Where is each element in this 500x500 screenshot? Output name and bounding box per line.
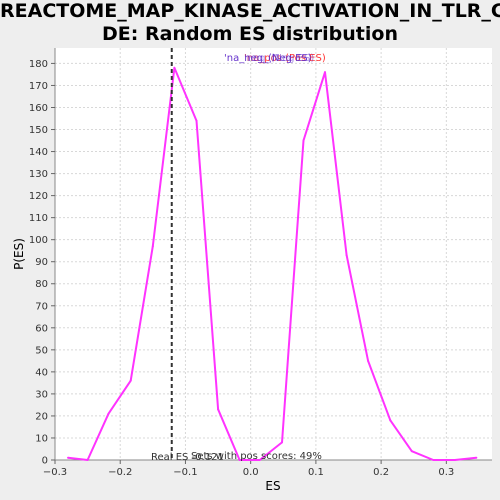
data-point xyxy=(217,408,220,411)
y-tick-label: 90 xyxy=(35,257,48,268)
data-point xyxy=(129,379,132,382)
data-point xyxy=(195,119,198,122)
data-point xyxy=(453,459,456,461)
plot-area xyxy=(55,48,492,460)
y-tick-label: 110 xyxy=(29,213,48,224)
data-point xyxy=(151,245,154,248)
data-point xyxy=(173,66,176,69)
data-point xyxy=(475,456,478,459)
x-tick-label: 0.1 xyxy=(308,467,324,478)
legend-text-neg: 'neg_(Neg ES) xyxy=(244,53,314,64)
x-tick-label: 0.2 xyxy=(373,467,389,478)
x-axis-title: ES xyxy=(265,479,280,493)
y-tick-label: 160 xyxy=(29,103,48,114)
series-layer xyxy=(67,66,478,461)
y-tick-label: 100 xyxy=(29,235,48,246)
x-axis-ticks: −0.3 −0.2 −0.1 0.0 0.1 0.2 0.3 xyxy=(43,460,454,478)
data-point xyxy=(410,450,413,453)
data-point xyxy=(302,139,305,142)
data-point xyxy=(107,412,110,415)
data-point xyxy=(324,71,327,74)
y-tick-label: 0 xyxy=(42,456,48,467)
y-tick-label: 170 xyxy=(29,81,48,92)
x-tick-label: −0.1 xyxy=(173,467,197,478)
data-point xyxy=(238,459,241,461)
data-point xyxy=(67,456,70,459)
data-point xyxy=(432,459,435,461)
y-tick-label: 80 xyxy=(35,279,48,290)
y-axis-title: P(ES) xyxy=(12,238,26,270)
chart-title-line-1: REACTOME_MAP_KINASE_ACTIVATION_IN_TLR_CA… xyxy=(0,0,500,22)
y-tick-label: 140 xyxy=(29,147,48,158)
chart-title: REACTOME_MAP_KINASE_ACTIVATION_IN_TLR_CA… xyxy=(0,0,500,46)
x-tick-label: 0.3 xyxy=(438,467,454,478)
grid-lines xyxy=(54,48,492,461)
data-point xyxy=(258,459,261,461)
y-tick-label: 70 xyxy=(35,301,48,312)
y-tick-label: 50 xyxy=(35,345,48,356)
y-tick-label: 150 xyxy=(29,125,48,136)
data-point xyxy=(389,419,392,422)
data-point xyxy=(86,459,89,461)
y-tick-label: 120 xyxy=(29,191,48,202)
y-tick-label: 30 xyxy=(35,389,48,400)
y-tick-label: 130 xyxy=(29,169,48,180)
real-es-label: Real ES -0.121 xyxy=(151,452,224,463)
data-point xyxy=(345,254,348,257)
y-tick-label: 180 xyxy=(29,59,48,70)
y-tick-label: 40 xyxy=(35,367,48,378)
y-axis-ticks: 0 10 20 30 40 50 60 70 80 90 100 110 120 130 140 150 160… xyxy=(29,59,55,467)
data-point xyxy=(280,441,283,444)
y-tick-label: 10 xyxy=(35,433,48,444)
x-tick-label: 0.0 xyxy=(243,467,259,478)
es-distribution-line xyxy=(67,66,477,461)
axes xyxy=(54,48,492,461)
y-tick-label: 60 xyxy=(35,323,48,334)
chart-title-line-2: DE: Random ES distribution xyxy=(102,23,398,45)
pos-scores-label: Sets with pos scores: 49% xyxy=(191,451,322,462)
y-tick-label: 20 xyxy=(35,411,48,422)
data-point xyxy=(367,359,370,362)
x-tick-label: −0.2 xyxy=(108,467,132,478)
legend-text-na-pos: 'na_pos (Pos ES) xyxy=(244,53,326,64)
x-tick-label: −0.3 xyxy=(43,467,67,478)
legend-text-na-neg: 'na_neg_(Neg ES) xyxy=(224,53,312,64)
